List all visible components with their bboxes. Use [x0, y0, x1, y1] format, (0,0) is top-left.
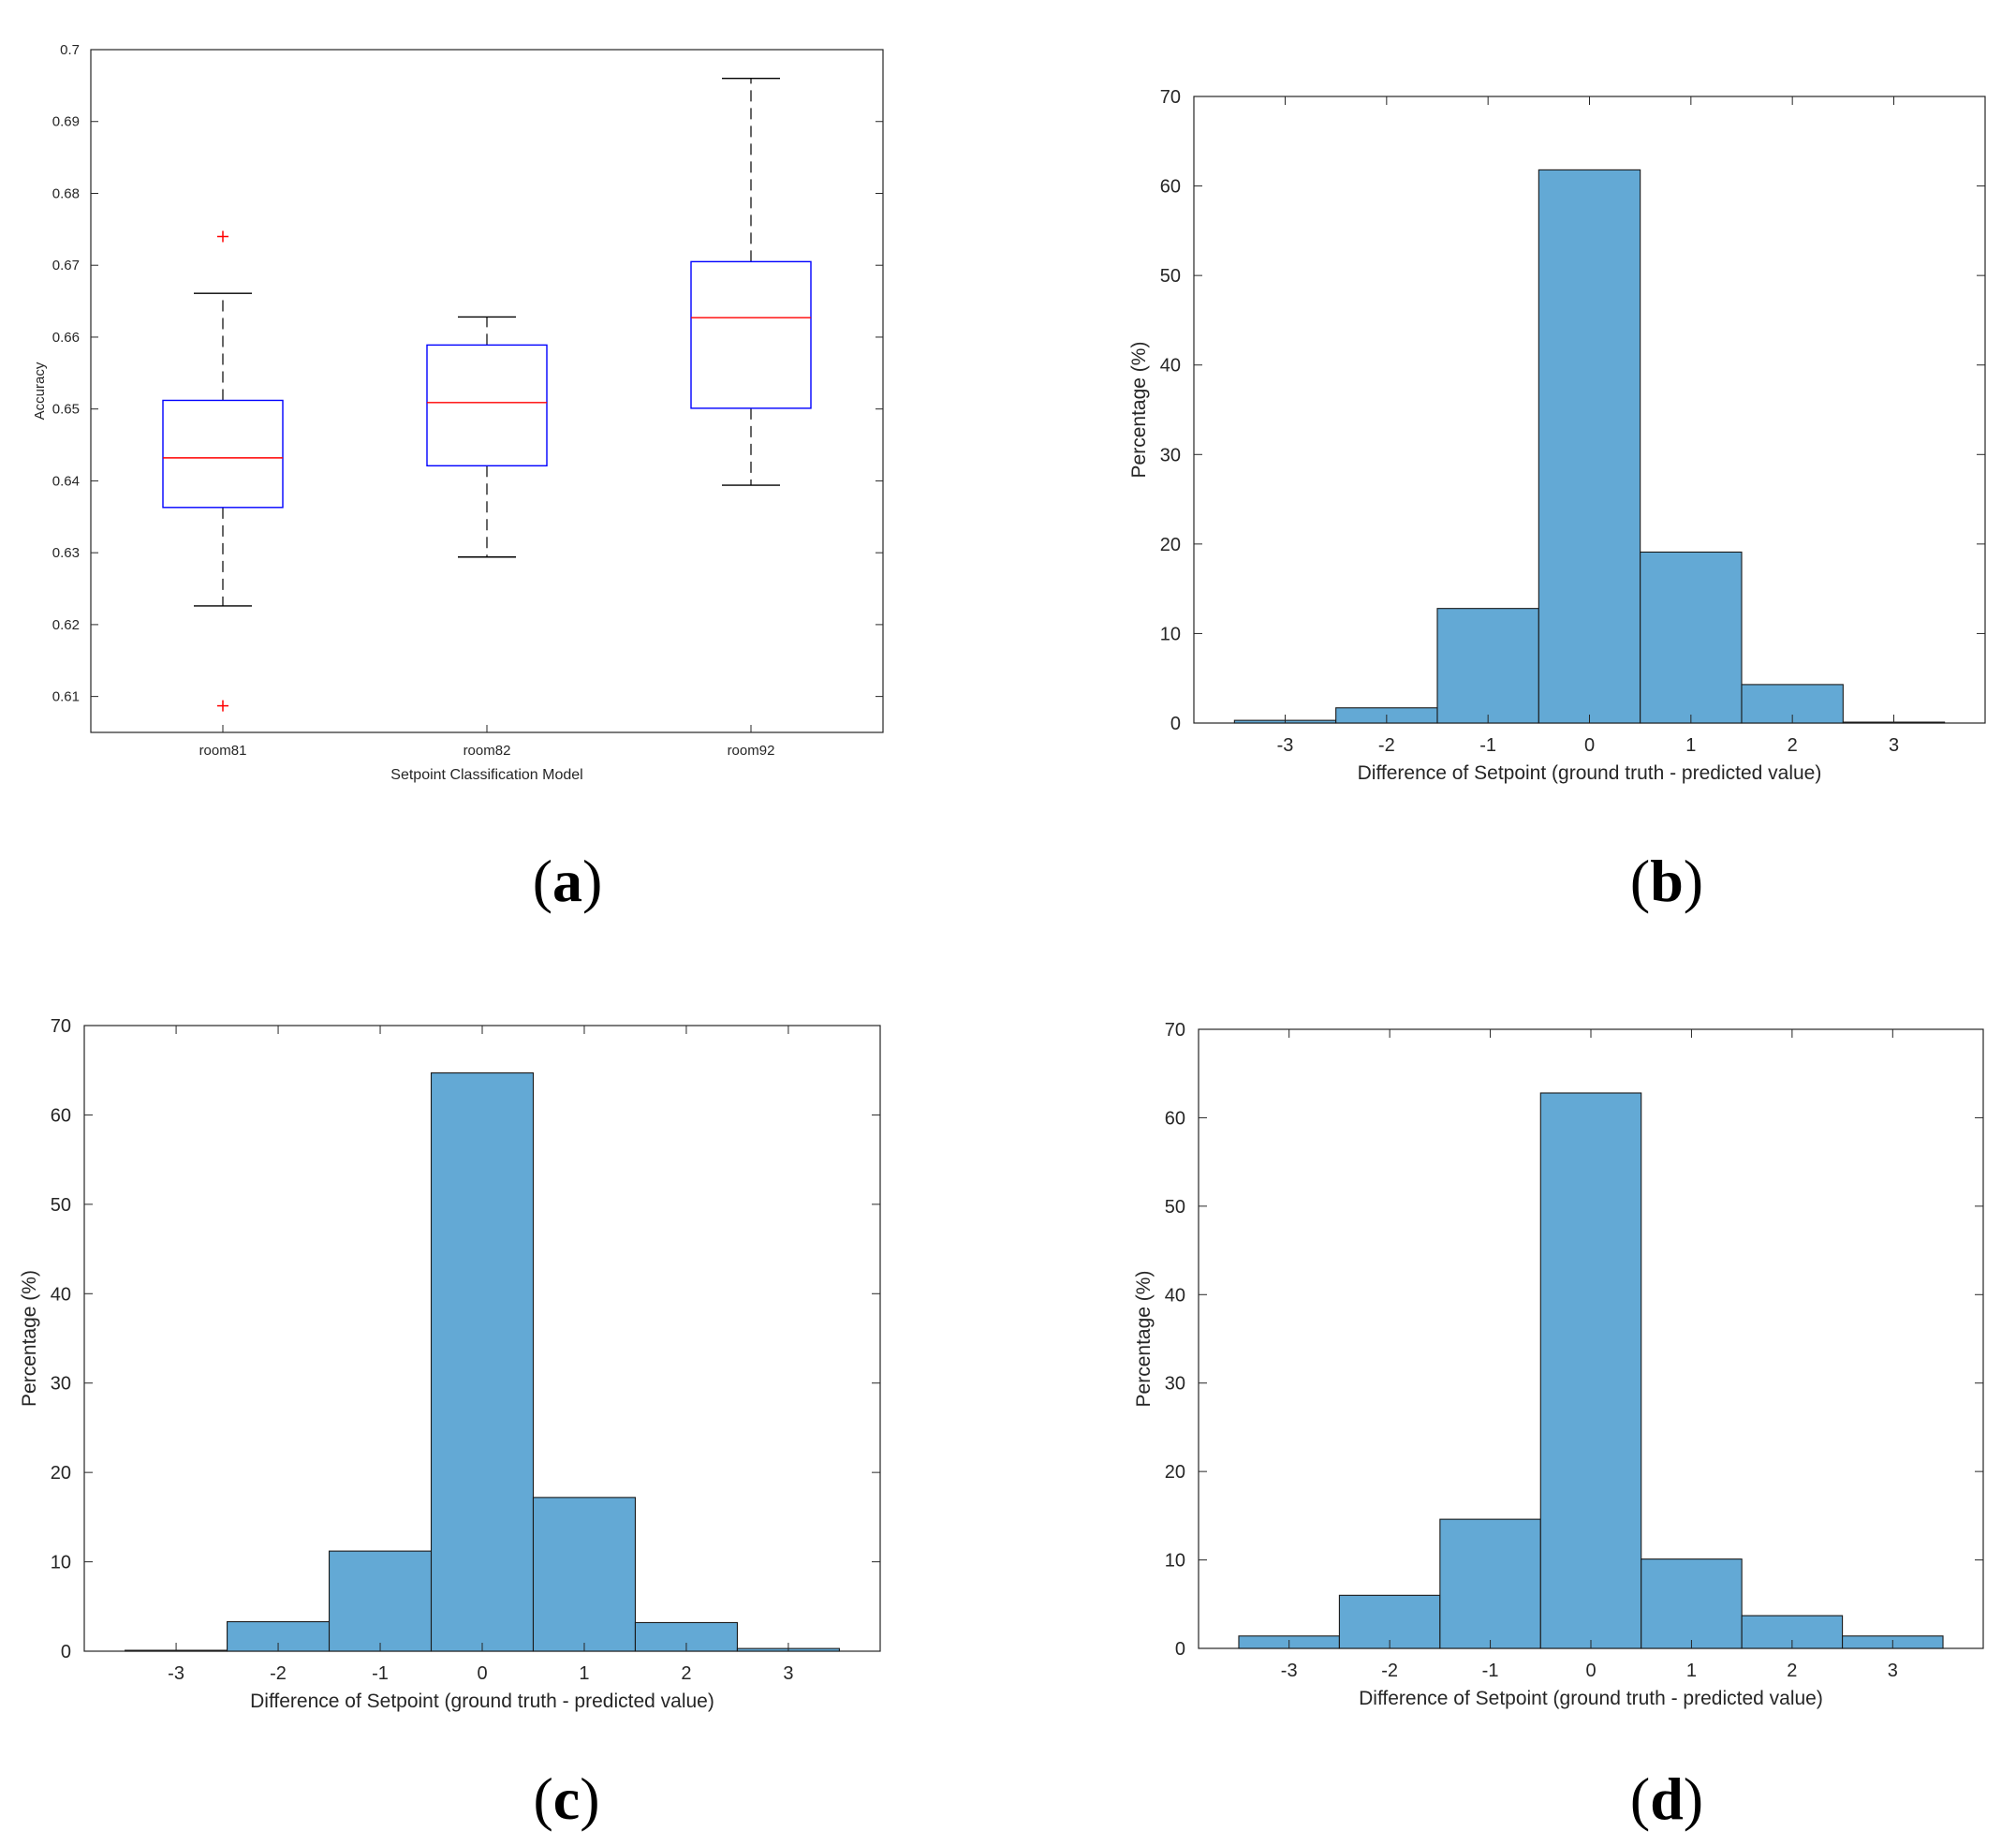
x-tick-label: 2: [1788, 735, 1798, 756]
y-tick-label: 10: [1160, 624, 1181, 644]
y-tick-label: 20: [1160, 535, 1181, 555]
x-axis-label: Difference of Setpoint (ground truth - p…: [1359, 1688, 1823, 1709]
bar--1: [1436, 608, 1539, 724]
bar-0: [430, 1072, 535, 1652]
y-tick-label: 0.7: [60, 42, 80, 58]
panel-label: (c): [533, 1765, 599, 1832]
x-tick-label: -2: [1378, 735, 1395, 756]
panel-label: (a): [533, 848, 603, 914]
panel-label: (b): [1630, 848, 1703, 914]
box-room81: [162, 230, 284, 712]
x-tick-label: -1: [1482, 1661, 1499, 1681]
y-tick-label: 50: [51, 1195, 71, 1216]
x-tick-label: 1: [1686, 1661, 1697, 1681]
y-tick-label: 40: [1165, 1285, 1185, 1306]
bar-1: [532, 1497, 637, 1652]
y-axis-label: Percentage (%): [19, 1270, 40, 1407]
x-tick-label: 2: [1787, 1661, 1797, 1681]
iqr-box: [690, 260, 812, 409]
x-axis-label: Difference of Setpoint (ground truth - p…: [250, 1691, 714, 1712]
y-tick-label: 20: [1165, 1462, 1185, 1483]
bar-0: [1538, 169, 1641, 724]
y-axis-label: Accuracy: [32, 362, 48, 420]
y-tick-label: 60: [51, 1105, 71, 1126]
x-tick-label: room81: [199, 743, 247, 759]
y-tick-label: 40: [1160, 356, 1181, 377]
box-room92: [690, 77, 812, 486]
y-tick-label: 50: [1160, 266, 1181, 287]
y-tick-label: 0.66: [52, 330, 80, 346]
x-tick-label: room82: [464, 743, 511, 759]
bar--2: [1338, 1594, 1441, 1649]
y-tick-label: 20: [51, 1463, 71, 1484]
y-tick-label: 0: [61, 1642, 71, 1662]
y-tick-label: 10: [1165, 1551, 1185, 1572]
y-tick-label: 0: [1175, 1639, 1185, 1660]
x-tick-label: 1: [1685, 735, 1696, 756]
bar--1: [328, 1550, 433, 1652]
y-tick-label: 10: [51, 1553, 71, 1573]
bar-1: [1640, 551, 1743, 724]
x-tick-label: -3: [1281, 1661, 1298, 1681]
y-tick-label: 0.67: [52, 258, 80, 273]
x-tick-label: 0: [1585, 1661, 1596, 1681]
y-tick-label: 0: [1170, 714, 1181, 734]
x-tick-label: 3: [783, 1663, 793, 1684]
x-tick-label: 0: [1584, 735, 1595, 756]
x-tick-label: 3: [1888, 1661, 1898, 1681]
bar--1: [1439, 1518, 1541, 1649]
y-tick-label: 0.64: [52, 473, 80, 489]
y-tick-label: 40: [51, 1284, 71, 1305]
y-tick-label: 70: [1160, 87, 1181, 108]
x-tick-label: -3: [168, 1663, 184, 1684]
y-tick-label: 0.68: [52, 185, 80, 201]
y-tick-label: 0.62: [52, 617, 80, 633]
y-axis-label: Percentage (%): [1128, 342, 1150, 479]
y-tick-label: 30: [1165, 1374, 1185, 1395]
y-tick-label: 0.61: [52, 689, 80, 705]
y-tick-label: 30: [51, 1374, 71, 1395]
bar-1: [1641, 1558, 1743, 1649]
y-tick-label: 50: [1165, 1197, 1185, 1218]
y-tick-label: 0.69: [52, 114, 80, 130]
iqr-box: [426, 344, 548, 467]
outlier-marker: [217, 230, 228, 243]
box-room82: [426, 316, 548, 558]
x-tick-label: 1: [579, 1663, 589, 1684]
x-axis-label: Difference of Setpoint (ground truth - p…: [1358, 762, 1822, 784]
y-axis-label: Percentage (%): [1133, 1271, 1155, 1408]
x-tick-label: -1: [1479, 735, 1496, 756]
outlier-marker: [217, 700, 228, 712]
y-tick-label: 30: [1160, 445, 1181, 465]
y-tick-label: 0.63: [52, 545, 80, 561]
x-tick-label: 2: [681, 1663, 691, 1684]
x-tick-label: 0: [477, 1663, 487, 1684]
x-tick-label: -2: [270, 1663, 287, 1684]
x-tick-label: 3: [1889, 735, 1899, 756]
x-tick-label: -2: [1381, 1661, 1398, 1681]
y-tick-label: 70: [51, 1016, 71, 1037]
y-tick-label: 60: [1165, 1108, 1185, 1129]
x-axis-label: Setpoint Classification Model: [390, 767, 582, 783]
x-tick-label: room92: [728, 743, 775, 759]
panel-label: (d): [1630, 1765, 1703, 1832]
y-tick-label: 70: [1165, 1020, 1185, 1041]
x-tick-label: -1: [372, 1663, 389, 1684]
y-tick-label: 0.65: [52, 402, 80, 418]
bar-0: [1539, 1092, 1642, 1649]
iqr-box: [162, 399, 284, 509]
x-tick-label: -3: [1277, 735, 1294, 756]
y-tick-label: 60: [1160, 177, 1181, 198]
